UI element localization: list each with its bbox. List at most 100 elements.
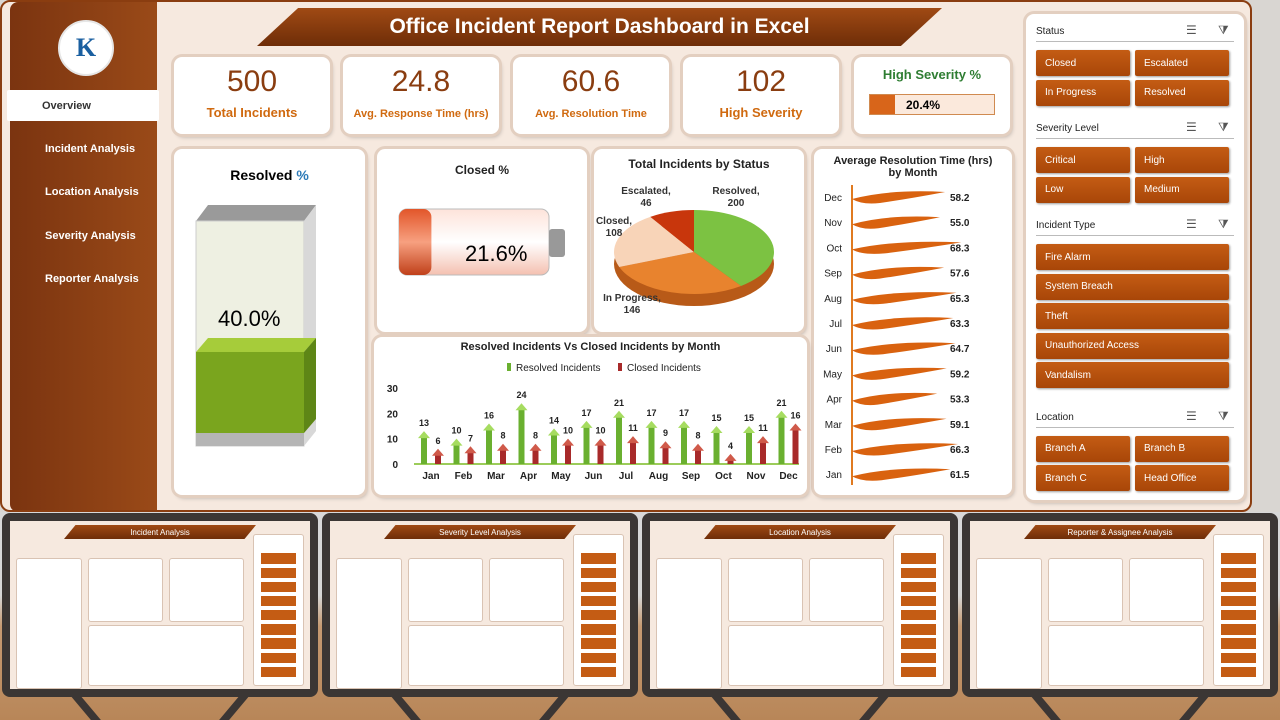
slicer-item[interactable]: System Breach: [1036, 273, 1229, 300]
bar-arrowhead: [678, 420, 690, 428]
sidebar-item-location-analysis[interactable]: Location Analysis: [45, 186, 139, 198]
slicer-item[interactable]: Closed: [1036, 50, 1130, 76]
slicer-item[interactable]: High: [1135, 147, 1229, 173]
bar-arrowhead: [613, 410, 625, 418]
slicer-item[interactable]: Escalated: [1135, 50, 1229, 76]
x-tick: Sep: [682, 471, 700, 482]
clear-filter-icon[interactable]: ⧩: [1218, 217, 1229, 231]
preview-screen: Reporter & Assignee Analysis: [970, 521, 1270, 689]
month-label: Sep: [824, 269, 842, 280]
slicer-title: Location: [1036, 411, 1074, 423]
slicer-item[interactable]: Unauthorized Access: [1036, 332, 1229, 359]
data-label: 8: [695, 431, 700, 441]
slicer-item[interactable]: Branch B: [1135, 435, 1229, 462]
pie-slice: [650, 210, 694, 252]
clear-filter-icon[interactable]: ⧩: [1218, 408, 1229, 423]
bar: [852, 317, 954, 330]
resolved-fill-top: [196, 338, 316, 352]
bar-arrowhead: [645, 420, 658, 428]
bar-arrowhead: [710, 426, 723, 433]
slicer-title: Incident Type: [1036, 220, 1096, 231]
preview-panel: [656, 557, 722, 689]
month-label: Jun: [826, 344, 842, 355]
slicer-item[interactable]: Low: [1036, 176, 1130, 203]
sidebar: [10, 2, 157, 510]
closed-pct-card: Closed % 21.6%: [377, 149, 587, 332]
bar: [852, 468, 951, 481]
data-label: 63.3: [950, 319, 970, 330]
bar: [852, 342, 956, 355]
slicer-item[interactable]: Medium: [1135, 176, 1229, 203]
bar-arrowhead: [529, 443, 542, 451]
bar: [852, 241, 962, 254]
slicer-item[interactable]: Vandalism: [1036, 362, 1229, 388]
y-tick: 20: [387, 409, 399, 420]
preview-slicer-item: [1221, 610, 1256, 621]
pie-label-category: Escalated,: [621, 186, 671, 197]
sidebar-item-overview[interactable]: Overview: [7, 90, 159, 121]
bar-arrowhead: [483, 423, 495, 431]
preview-monitor[interactable]: Reporter & Assignee Analysis: [962, 513, 1278, 697]
preview-slicer-item: [1221, 553, 1256, 564]
data-label: 15: [744, 413, 754, 423]
bar-arrowhead: [757, 436, 769, 444]
slicer-item[interactable]: Fire Alarm: [1036, 244, 1229, 270]
data-label: 13: [419, 418, 429, 428]
data-label: 59.1: [950, 420, 970, 431]
preview-monitor[interactable]: Incident Analysis: [2, 513, 318, 697]
bar: [532, 449, 539, 464]
pie-slice: [619, 252, 742, 294]
battery-icon: [398, 208, 565, 276]
sidebar-item-reporter-analysis[interactable]: Reporter Analysis: [45, 273, 139, 285]
data-label: 7: [468, 433, 473, 443]
slicer-panel: Status ☰ ⧩ Closed Escalated In Progress Resolv…: [1026, 14, 1244, 500]
preview-panel: [88, 625, 244, 686]
data-label: 4: [728, 441, 733, 451]
legend-resolved-swatch: [507, 363, 511, 371]
slicer-title: Status: [1036, 26, 1065, 37]
preview-slicer-item: [901, 581, 936, 593]
preview-slicer-item: [261, 567, 296, 578]
preview-monitor[interactable]: Location Analysis: [642, 513, 958, 697]
slicer-item[interactable]: Resolved: [1135, 79, 1229, 106]
pie-label-value: 108: [606, 228, 623, 239]
data-label: 59.2: [950, 369, 970, 380]
slicer-item[interactable]: Branch C: [1036, 465, 1130, 491]
data-label: 21: [614, 398, 624, 408]
resolved-cube: [195, 205, 316, 447]
slicer-item[interactable]: Head Office: [1135, 465, 1229, 491]
multi-select-icon[interactable]: ☰: [1186, 120, 1197, 134]
data-label: 14: [549, 416, 559, 426]
clear-filter-icon[interactable]: ⧩: [1218, 23, 1229, 37]
data-label: 10: [563, 426, 573, 436]
month-label: Mar: [825, 420, 843, 431]
preview-panel: [728, 625, 884, 686]
pie-label-value: 46: [640, 198, 652, 209]
slicer-item[interactable]: In Progress: [1036, 79, 1130, 106]
clear-filter-icon[interactable]: ⧩: [1218, 120, 1229, 134]
resolved-vs-closed-chart: Resolved Incidents Closed Incidents 0 10 20 3…: [387, 363, 802, 482]
multi-select-icon[interactable]: ☰: [1186, 23, 1197, 37]
bar: [435, 454, 441, 464]
slicer-item[interactable]: Theft: [1036, 303, 1229, 329]
preview-panel: [1129, 557, 1204, 622]
slicer-header: Location ☰ ⧩: [1036, 408, 1234, 428]
slicer-item[interactable]: Critical: [1036, 147, 1130, 173]
pie-slice: [694, 210, 774, 286]
pie-label: In Progress, 146: [603, 293, 661, 316]
bar-arrowhead: [432, 448, 444, 456]
data-label: 15: [711, 413, 721, 423]
legend-closed-label: Closed Incidents: [627, 363, 701, 374]
sidebar-item-incident-analysis[interactable]: Incident Analysis: [45, 143, 136, 155]
slicer-header: Status ☰ ⧩: [1036, 23, 1234, 42]
bar-arrowhead: [789, 423, 802, 431]
slicer-item[interactable]: Branch A: [1036, 435, 1130, 462]
cube-base: [196, 433, 304, 446]
multi-select-icon[interactable]: ☰: [1186, 408, 1197, 423]
preview-monitor[interactable]: Severity Level Analysis: [322, 513, 638, 697]
x-tick: Jul: [619, 471, 634, 482]
multi-select-icon[interactable]: ☰: [1186, 217, 1197, 231]
preview-screen: Incident Analysis: [10, 521, 310, 689]
sidebar-item-severity-analysis[interactable]: Severity Analysis: [45, 230, 136, 242]
bar: [565, 444, 571, 464]
